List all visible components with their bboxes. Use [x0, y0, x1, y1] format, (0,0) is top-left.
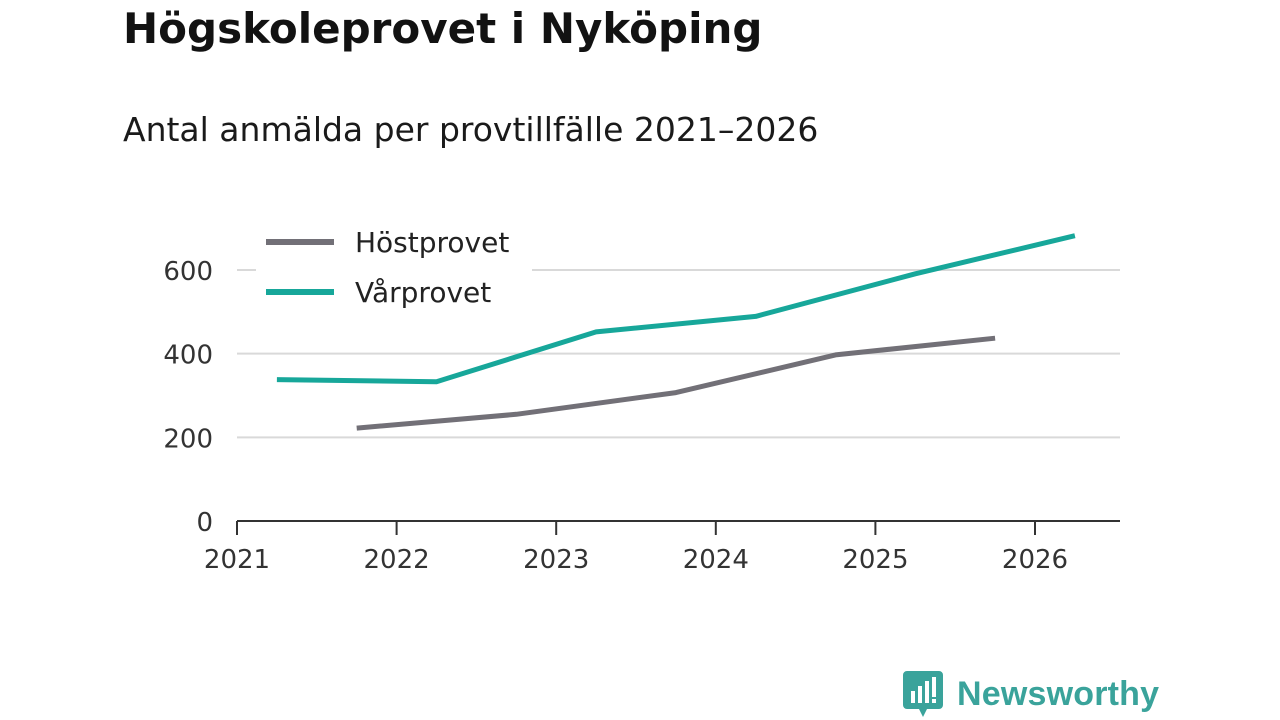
bar-chart-speech-bubble-icon [903, 671, 943, 717]
x-tick-label: 2025 [842, 545, 908, 575]
y-tick-label: 400 [163, 341, 213, 371]
x-tick-label: 2022 [364, 545, 430, 575]
chart-subtitle: Antal anmälda per provtillfälle 2021–202… [123, 110, 819, 149]
series-line-hostprovet [356, 335, 996, 431]
x-tick-label: 2026 [1002, 545, 1068, 575]
legend-label: Vårprovet [355, 276, 491, 309]
x-tick-label: 2023 [523, 545, 589, 575]
y-tick-label: 0 [196, 508, 213, 538]
legend-background [256, 222, 532, 314]
brand-logo: Newsworthy [903, 671, 1159, 717]
x-tick-label: 2021 [204, 545, 270, 575]
chart-title: Högskoleprovet i Nyköping [123, 4, 763, 53]
brand-name: Newsworthy [957, 674, 1160, 713]
series-line-varprovet [276, 233, 1076, 385]
y-tick-label: 200 [163, 424, 213, 454]
x-tick-label: 2024 [683, 545, 749, 575]
legend-label: Höstprovet [355, 226, 509, 259]
y-tick-label: 600 [163, 257, 213, 287]
